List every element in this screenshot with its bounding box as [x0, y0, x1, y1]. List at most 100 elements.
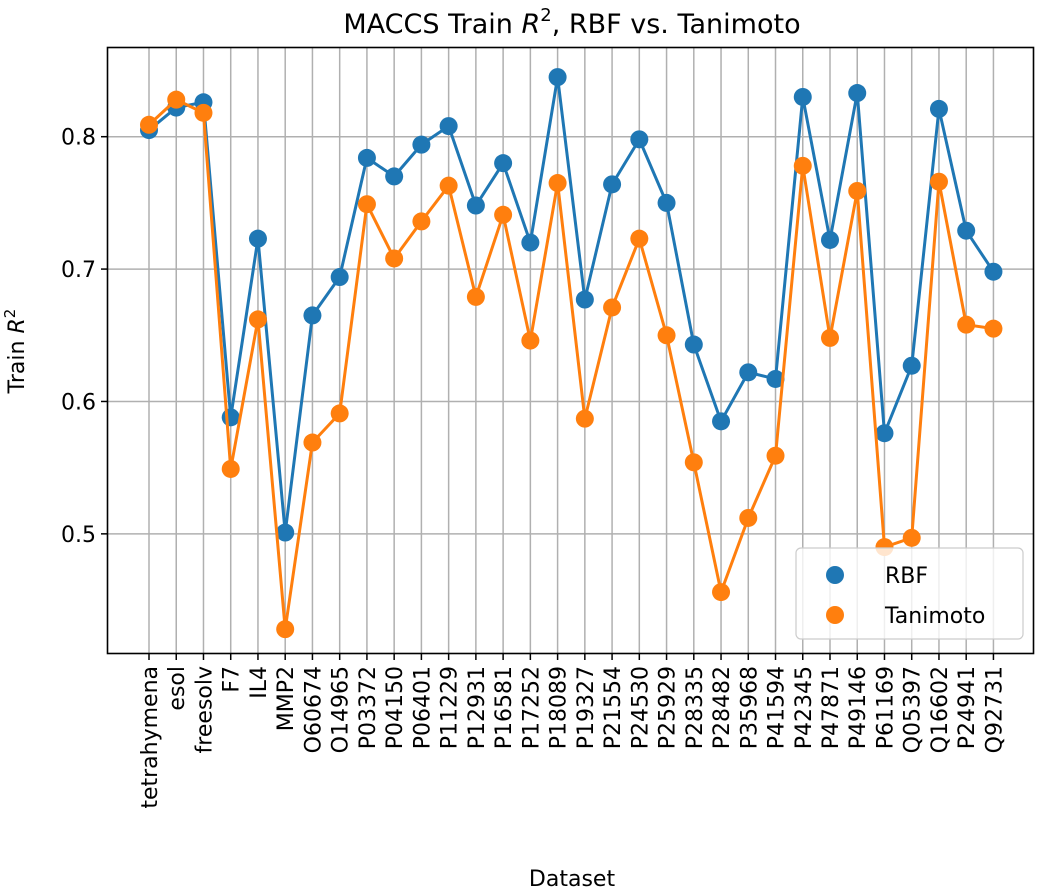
- x-tick-label: P04150: [383, 666, 408, 749]
- data-point-tanimoto: [357, 195, 376, 214]
- data-point-tanimoto: [793, 156, 812, 175]
- data-point-tanimoto: [494, 205, 513, 224]
- data-point-tanimoto: [140, 115, 158, 134]
- legend: RBF Tanimoto: [795, 547, 1024, 640]
- data-point-rbf: [385, 167, 404, 186]
- x-tick-label: P35968: [737, 666, 762, 749]
- data-point-tanimoto: [548, 174, 567, 193]
- data-point-tanimoto: [902, 528, 921, 547]
- y-axis: 0.5 0.6 0.7 0.8: [61, 126, 108, 548]
- x-tick-label: P12931: [465, 666, 490, 749]
- x-tick-label: P49146: [846, 666, 871, 749]
- data-point-rbf: [712, 412, 731, 431]
- data-point-rbf: [793, 87, 812, 106]
- x-tick-label: P11229: [438, 666, 463, 749]
- series-line-rbf: [148, 75, 995, 535]
- data-point-tanimoto: [167, 90, 186, 109]
- x-tick-label: P24530: [628, 666, 653, 749]
- data-point-rbf: [575, 290, 594, 309]
- data-point-rbf: [466, 196, 485, 215]
- x-tick-label: Q92731: [982, 666, 1007, 753]
- data-point-tanimoto: [657, 326, 676, 345]
- x-tick-label: O14965: [329, 666, 354, 753]
- data-point-tanimoto: [739, 508, 758, 527]
- data-point-rbf: [521, 233, 540, 252]
- data-point-tanimoto: [984, 319, 1003, 338]
- x-tick-label: P16581: [492, 666, 517, 749]
- chart-title: MACCS Train R2, RBF vs. Tanimoto: [343, 5, 800, 40]
- x-tick-label: P28335: [683, 666, 708, 749]
- data-point-tanimoto: [821, 328, 839, 347]
- x-tick-label: P28482: [710, 666, 735, 749]
- data-point-rbf: [357, 148, 376, 167]
- data-point-rbf: [739, 363, 758, 382]
- x-tick-label: O60674: [301, 666, 326, 753]
- data-point-rbf: [929, 99, 948, 118]
- data-point-rbf: [902, 356, 921, 375]
- data-point-tanimoto: [194, 103, 213, 122]
- data-point-rbf: [984, 262, 1003, 281]
- y-tick-label: 0.5: [61, 523, 96, 548]
- x-tick-label: P06401: [410, 666, 435, 749]
- plot-frame: [106, 46, 1035, 655]
- data-point-tanimoto: [957, 315, 976, 334]
- data-point-rbf: [330, 268, 349, 287]
- x-tick-label: P25929: [656, 666, 681, 749]
- legend-box: [795, 547, 1024, 640]
- data-point-tanimoto: [684, 453, 703, 472]
- x-tick-label: F7: [220, 666, 245, 693]
- data-point-rbf: [248, 229, 267, 248]
- data-point-tanimoto: [848, 181, 867, 200]
- data-point-tanimoto: [712, 583, 731, 602]
- data-point-rbf: [657, 193, 676, 212]
- data-point-tanimoto: [521, 331, 540, 350]
- legend-label-rbf: RBF: [885, 564, 928, 589]
- x-tick-label: P61169: [873, 666, 898, 749]
- legend-label-tanimoto: Tanimoto: [884, 604, 985, 629]
- data-point-rbf: [221, 408, 240, 427]
- data-point-rbf: [875, 424, 894, 443]
- x-tick-label: P24941: [955, 666, 980, 749]
- legend-marker-rbf: [826, 566, 844, 584]
- data-point-rbf: [630, 130, 649, 149]
- data-point-tanimoto: [603, 298, 622, 317]
- data-point-rbf: [766, 369, 785, 388]
- grid: [108, 48, 1033, 653]
- data-point-tanimoto: [630, 229, 649, 248]
- x-tick-label: Q05397: [901, 666, 926, 753]
- data-point-rbf: [439, 117, 458, 136]
- x-tick-label: Q16602: [928, 666, 953, 753]
- data-point-rbf: [548, 68, 567, 87]
- data-point-rbf: [412, 135, 431, 154]
- data-point-rbf: [848, 84, 867, 103]
- data-point-rbf: [957, 221, 976, 240]
- x-tick-label: MMP2: [274, 666, 299, 731]
- data-point-tanimoto: [330, 404, 349, 423]
- x-tick-label: tetrahymena: [138, 666, 163, 809]
- data-point-rbf: [821, 230, 839, 249]
- data-point-rbf: [303, 306, 322, 325]
- data-point-rbf: [494, 154, 513, 173]
- data-point-tanimoto: [929, 172, 948, 191]
- x-tick-label: freesolv: [192, 666, 217, 753]
- data-point-tanimoto: [248, 310, 267, 329]
- x-tick-label: P18089: [547, 666, 572, 749]
- x-tick-label: P21554: [601, 666, 626, 749]
- data-point-tanimoto: [221, 459, 240, 478]
- data-point-tanimoto: [766, 446, 785, 465]
- x-tick-label: esol: [165, 666, 190, 711]
- data-point-rbf: [603, 175, 622, 194]
- data-point-tanimoto: [276, 620, 295, 639]
- x-axis: tetrahymena esol freesolv F7 IL4 MMP2 O60674 O1…: [138, 653, 1007, 809]
- x-axis-title: Dataset: [529, 867, 616, 892]
- series-line-tanimoto: [147, 98, 994, 631]
- x-tick-label: P17252: [519, 666, 544, 749]
- y-axis-title: Train R2: [1, 309, 30, 395]
- x-tick-label: P03372: [356, 666, 381, 749]
- data-point-rbf: [276, 523, 295, 542]
- data-point-tanimoto: [412, 212, 431, 231]
- x-tick-label: IL4: [247, 666, 272, 699]
- data-point-tanimoto: [439, 176, 458, 195]
